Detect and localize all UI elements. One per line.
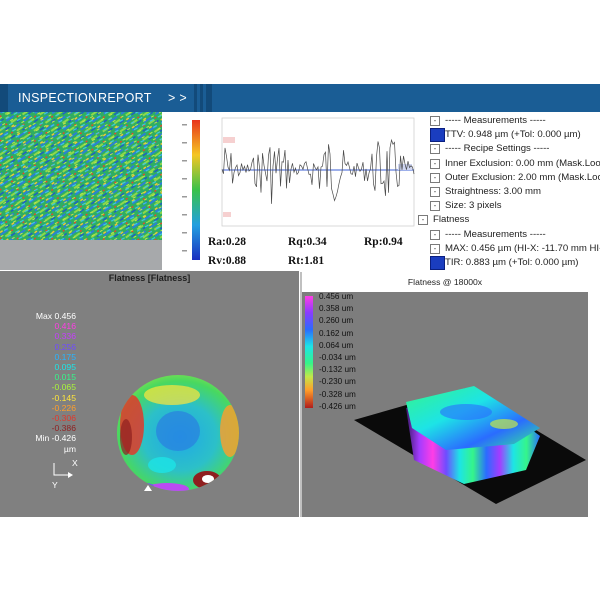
legend-value: 0.095 bbox=[54, 362, 76, 372]
roughness-colorbar-panel bbox=[162, 112, 202, 270]
tir-icon bbox=[430, 256, 445, 270]
legend-value: µm bbox=[63, 443, 76, 454]
tree-expander-icon[interactable]: - bbox=[430, 187, 440, 197]
tree-item-label: Inner Exclusion: 0.00 mm (Mask.Looku bbox=[445, 157, 600, 169]
profile-trace bbox=[221, 138, 415, 204]
colorbar-label: 0.358 um bbox=[319, 304, 354, 314]
roughness-profile-panel: Ra:0.28 Rq:0.34 Rp:0.94 Rv:0.88 Rt:1.81 bbox=[202, 112, 418, 270]
flatness-wafer-map bbox=[117, 375, 239, 491]
legend-value: Max 0.456 bbox=[35, 311, 76, 321]
tree-item[interactable]: - ----- Recipe Settings ----- bbox=[418, 141, 600, 157]
expand-arrows-button[interactable]: > > bbox=[168, 91, 187, 105]
flatness-3d-title: Flatness @ 18000x bbox=[302, 272, 588, 292]
report-tab[interactable]: REPORT bbox=[98, 91, 152, 105]
y-axis-label: Y bbox=[52, 480, 58, 490]
texture-map-footer bbox=[0, 240, 194, 270]
tree-item-label: Outer Exclusion: 2.00 mm (Mask.Looku bbox=[445, 171, 600, 183]
legend-value: -0.145 bbox=[51, 392, 76, 403]
colorbar-label: 0.456 um bbox=[319, 292, 354, 301]
legend-value: -0.226 bbox=[51, 402, 76, 413]
roughness-colorbar bbox=[182, 120, 200, 260]
tree-expander-icon[interactable]: - bbox=[430, 144, 440, 155]
colorbar-label: -0.230 um bbox=[319, 377, 356, 387]
rq-value: Rq:0.34 bbox=[288, 236, 327, 248]
tree-item-label: Flatness bbox=[433, 214, 470, 226]
x-axis-label: X bbox=[72, 458, 78, 468]
header-divider bbox=[200, 84, 203, 112]
tree-item-label: TIR: 0.883 µm (+Tol: 0.000 µm) bbox=[445, 257, 579, 268]
colorbar-label: 0.162 um bbox=[319, 328, 354, 338]
colorbar-label: -0.034 um bbox=[319, 353, 356, 362]
tree-item[interactable]: - Inner Exclusion: 0.00 mm (Mask.Looku bbox=[418, 156, 600, 172]
tree-item-label: ----- Measurements ----- bbox=[445, 115, 546, 126]
tree-expander-icon[interactable]: - bbox=[430, 116, 440, 126]
header-divider bbox=[194, 84, 197, 112]
tree-item-label: MAX: 0.456 µm (HI-X: -11.70 mm HI-Y: bbox=[445, 242, 600, 254]
tree-expander-icon[interactable]: - bbox=[430, 229, 440, 240]
legend-value: 0.256 bbox=[54, 341, 76, 352]
inspection-tab[interactable]: INSPECTION bbox=[18, 91, 98, 105]
tree-item[interactable]: - Straightness: 3.00 mm bbox=[418, 184, 600, 200]
notch-marker-icon bbox=[144, 485, 152, 491]
flatness-legend: Max 0.456 0.416 0.336 0.256 0.175 0.095 0.015-… bbox=[0, 311, 76, 461]
rp-value: Rp:0.94 bbox=[364, 236, 403, 248]
tree-item-label: ----- Measurements ----- bbox=[445, 228, 546, 240]
surface-roughness-map bbox=[0, 112, 162, 240]
colorbar-label: -0.328 um bbox=[319, 389, 356, 399]
colorbar-label: 0.260 um bbox=[319, 316, 354, 326]
tree-item[interactable]: TIR: 0.883 µm (+Tol: 0.000 µm) bbox=[418, 255, 600, 271]
profile-plot-area bbox=[221, 117, 415, 227]
peak-marker bbox=[223, 137, 235, 143]
ra-value: Ra:0.28 bbox=[208, 236, 247, 248]
tree-expander-icon[interactable]: - bbox=[430, 172, 440, 183]
colorbar-label: -0.132 um bbox=[319, 365, 356, 375]
rv-value: Rv:0.88 bbox=[208, 255, 247, 267]
tree-item-label: Straightness: 3.00 mm bbox=[445, 186, 541, 197]
tree-item[interactable]: - ----- Measurements ----- bbox=[418, 227, 600, 243]
tree-item-label: ----- Recipe Settings ----- bbox=[445, 143, 550, 155]
legend-value: 0.336 bbox=[54, 331, 76, 342]
legend-value: 0.175 bbox=[54, 351, 76, 362]
legend-value: -0.065 bbox=[51, 382, 76, 393]
roughness-profile-chart bbox=[221, 117, 415, 227]
tree-item[interactable]: - Size: 3 pixels bbox=[418, 198, 600, 214]
legend-value: 0.416 bbox=[54, 321, 76, 332]
tree-item[interactable]: TTV: 0.948 µm (+Tol: 0.000 µm) bbox=[418, 127, 600, 143]
tree-expander-icon[interactable]: - bbox=[430, 158, 440, 169]
colorbar-label: -0.426 um bbox=[319, 401, 356, 411]
measurement-tree: - ----- Measurements ----- TTV: 0.948 µm (… bbox=[418, 112, 600, 272]
legend-value: -0.386 bbox=[51, 423, 76, 434]
header-divider bbox=[206, 84, 212, 112]
inspection-header-bar: INSPECTION REPORT > > bbox=[0, 84, 600, 112]
header-decoration bbox=[0, 84, 8, 112]
axis-indicator-icon bbox=[53, 463, 73, 478]
legend-value: 0.015 bbox=[54, 372, 76, 383]
tree-item[interactable]: - MAX: 0.456 µm (HI-X: -11.70 mm HI-Y: bbox=[418, 241, 600, 257]
tree-expander-icon[interactable]: - bbox=[430, 243, 440, 254]
rt-value: Rt:1.81 bbox=[288, 255, 325, 267]
flatness-3d-view: Flatness @ 18000x 0.456 um 0.358 um 0.260 … bbox=[300, 272, 588, 517]
ttv-icon bbox=[430, 128, 445, 143]
legend-value: Min -0.426 bbox=[35, 433, 76, 444]
flatness-2d-view: Flatness [Flatness] Max 0.456 0.416 0.336 0… bbox=[0, 271, 299, 517]
flatness-3d-colorbar bbox=[305, 296, 313, 408]
tree-item-label: TTV: 0.948 µm (+Tol: 0.000 µm) bbox=[445, 129, 581, 141]
valley-marker bbox=[223, 212, 231, 217]
tree-expander-icon[interactable]: - bbox=[430, 201, 440, 212]
flatness-2d-title: Flatness [Flatness] bbox=[108, 273, 191, 283]
tree-item-label: Size: 3 pixels bbox=[445, 200, 502, 212]
colorbar-label: 0.064 um bbox=[319, 340, 354, 350]
tree-item[interactable]: - Flatness bbox=[418, 212, 600, 228]
legend-value: -0.306 bbox=[51, 413, 76, 423]
flatness-3d-surface bbox=[354, 386, 586, 504]
tree-item[interactable]: - Outer Exclusion: 2.00 mm (Mask.Looku bbox=[418, 170, 600, 186]
mean-marker bbox=[398, 164, 412, 170]
tree-item[interactable]: - ----- Measurements ----- bbox=[418, 113, 600, 129]
tree-expander-icon[interactable]: - bbox=[418, 215, 428, 226]
